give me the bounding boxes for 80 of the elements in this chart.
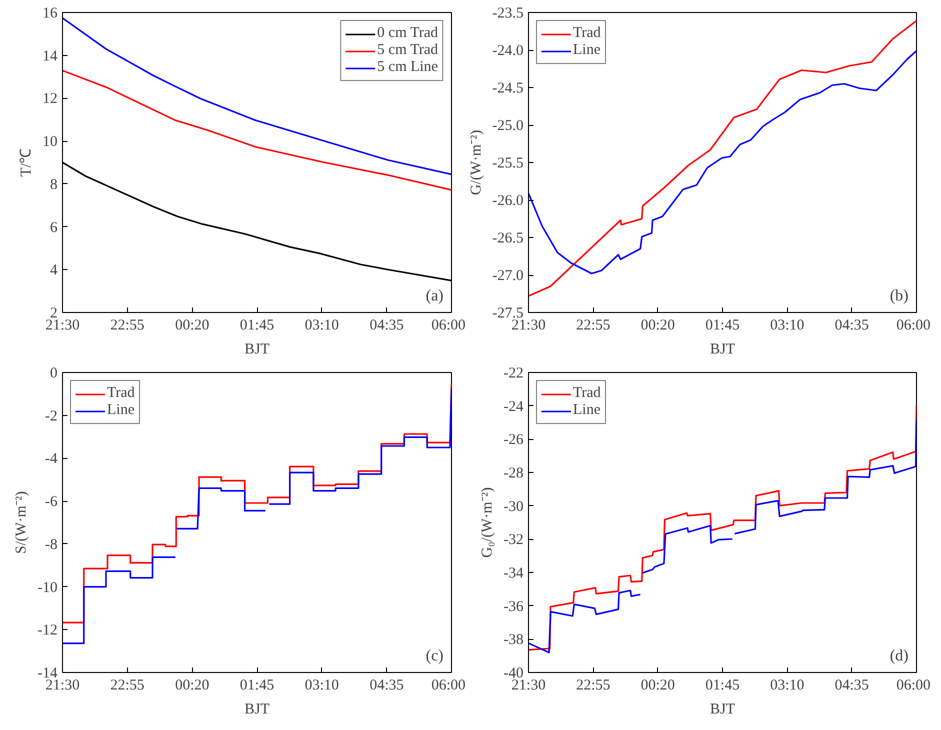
x-tick-label: 00:20 (640, 678, 675, 694)
y-tick-label: 16 (42, 6, 58, 22)
y-tick-label: -4 (45, 451, 58, 468)
legend-label: Line (573, 402, 600, 419)
y-tick-label: -26 (504, 432, 524, 448)
legend-label: Trad (573, 25, 601, 42)
y-tick-label: 10 (42, 134, 58, 150)
x-tick-label: 01:45 (705, 678, 740, 694)
legend-label: Trad (573, 385, 601, 402)
y-axis-title: G₀/(W·m⁻²) (480, 487, 496, 558)
y-tick-label: -24.0 (492, 43, 524, 59)
y-tick-label: -34 (504, 566, 524, 582)
y-tick-label: 14 (42, 48, 58, 64)
y-tick-label: -25.5 (492, 156, 524, 172)
y-tick-label: 6 (50, 220, 58, 236)
x-tick-label: 06:00 (431, 318, 466, 334)
x-tick-label: 22:55 (576, 678, 610, 694)
x-tick-label: 03:10 (304, 678, 339, 694)
y-tick-label: -6 (45, 494, 58, 510)
x-tick-label: 21:30 (45, 678, 80, 694)
x-tick-label: 00:20 (640, 318, 675, 334)
y-tick-label: 8 (50, 176, 58, 193)
y-tick-label: -12 (38, 622, 58, 639)
y-axis-title: S/(W·m⁻²) (14, 491, 30, 554)
y-tick-label: -30 (504, 498, 524, 515)
y-tick-label: -28 (504, 466, 524, 482)
x-tick-label: 22:55 (110, 678, 144, 694)
legend-label: Line (573, 42, 600, 59)
x-tick-label: 21:30 (45, 318, 80, 334)
annotation: (a) (426, 288, 444, 304)
x-tick-label: 06:00 (896, 678, 931, 694)
y-axis-title: T/℃ (18, 148, 34, 177)
x-axis-title: BJT (710, 342, 736, 358)
y-tick-label: 4 (50, 262, 58, 279)
x-tick-label: 21:30 (511, 318, 546, 334)
y-tick-label: -36 (504, 598, 524, 615)
x-tick-label: 03:10 (770, 678, 804, 694)
annotation: (d) (890, 648, 908, 664)
x-tick-label: 06:00 (431, 678, 466, 694)
y-tick-label: -10 (38, 580, 58, 596)
y-axis-title: G/(W·m⁻²) (468, 130, 484, 196)
x-axis-title: BJT (244, 702, 270, 718)
y-tick-label: -2 (45, 408, 58, 424)
x-tick-label: 03:10 (770, 318, 804, 334)
y-tick-label: -26.0 (492, 193, 524, 209)
x-tick-label: 01:45 (240, 678, 274, 694)
x-tick-label: 00:20 (175, 318, 210, 334)
legend-label: 5 cm Trad (377, 42, 438, 59)
y-tick-label: -23.5 (492, 6, 524, 22)
x-tick-label: 04:35 (370, 318, 404, 334)
x-axis-title: BJT (244, 342, 270, 358)
y-tick-label: 0 (50, 366, 58, 382)
annotation: (c) (426, 648, 444, 664)
x-tick-label: 22:55 (576, 318, 610, 334)
x-tick-label: 01:45 (240, 318, 274, 334)
x-tick-label: 06:00 (896, 318, 931, 334)
y-tick-label: -27.0 (492, 268, 524, 284)
x-tick-label: 04:35 (370, 678, 404, 694)
legend-label: 5 cm Line (377, 59, 438, 76)
x-tick-label: 04:35 (834, 318, 869, 334)
legend-label: Line (107, 402, 134, 419)
x-tick-label: 22:55 (110, 318, 144, 334)
legend-label: Trad (107, 385, 135, 402)
y-tick-label: -24.5 (492, 80, 524, 96)
x-tick-label: 00:20 (175, 678, 210, 694)
x-axis-title: BJT (710, 702, 736, 718)
y-tick-label: -25.0 (492, 118, 524, 134)
y-tick-label: -32 (504, 532, 524, 548)
annotation: (b) (890, 288, 908, 304)
x-tick-label: 01:45 (705, 318, 740, 334)
y-tick-label: 12 (42, 91, 58, 108)
y-tick-label: -24 (504, 398, 524, 415)
x-tick-label: 21:30 (511, 678, 546, 694)
x-tick-label: 04:35 (834, 678, 869, 694)
y-tick-label: -22 (504, 366, 524, 382)
y-tick-label: -8 (45, 536, 58, 553)
x-tick-label: 03:10 (304, 318, 339, 334)
y-tick-label: -26.5 (492, 230, 524, 246)
legend-label: 0 cm Trad (377, 25, 438, 42)
y-tick-label: -38 (504, 632, 524, 648)
